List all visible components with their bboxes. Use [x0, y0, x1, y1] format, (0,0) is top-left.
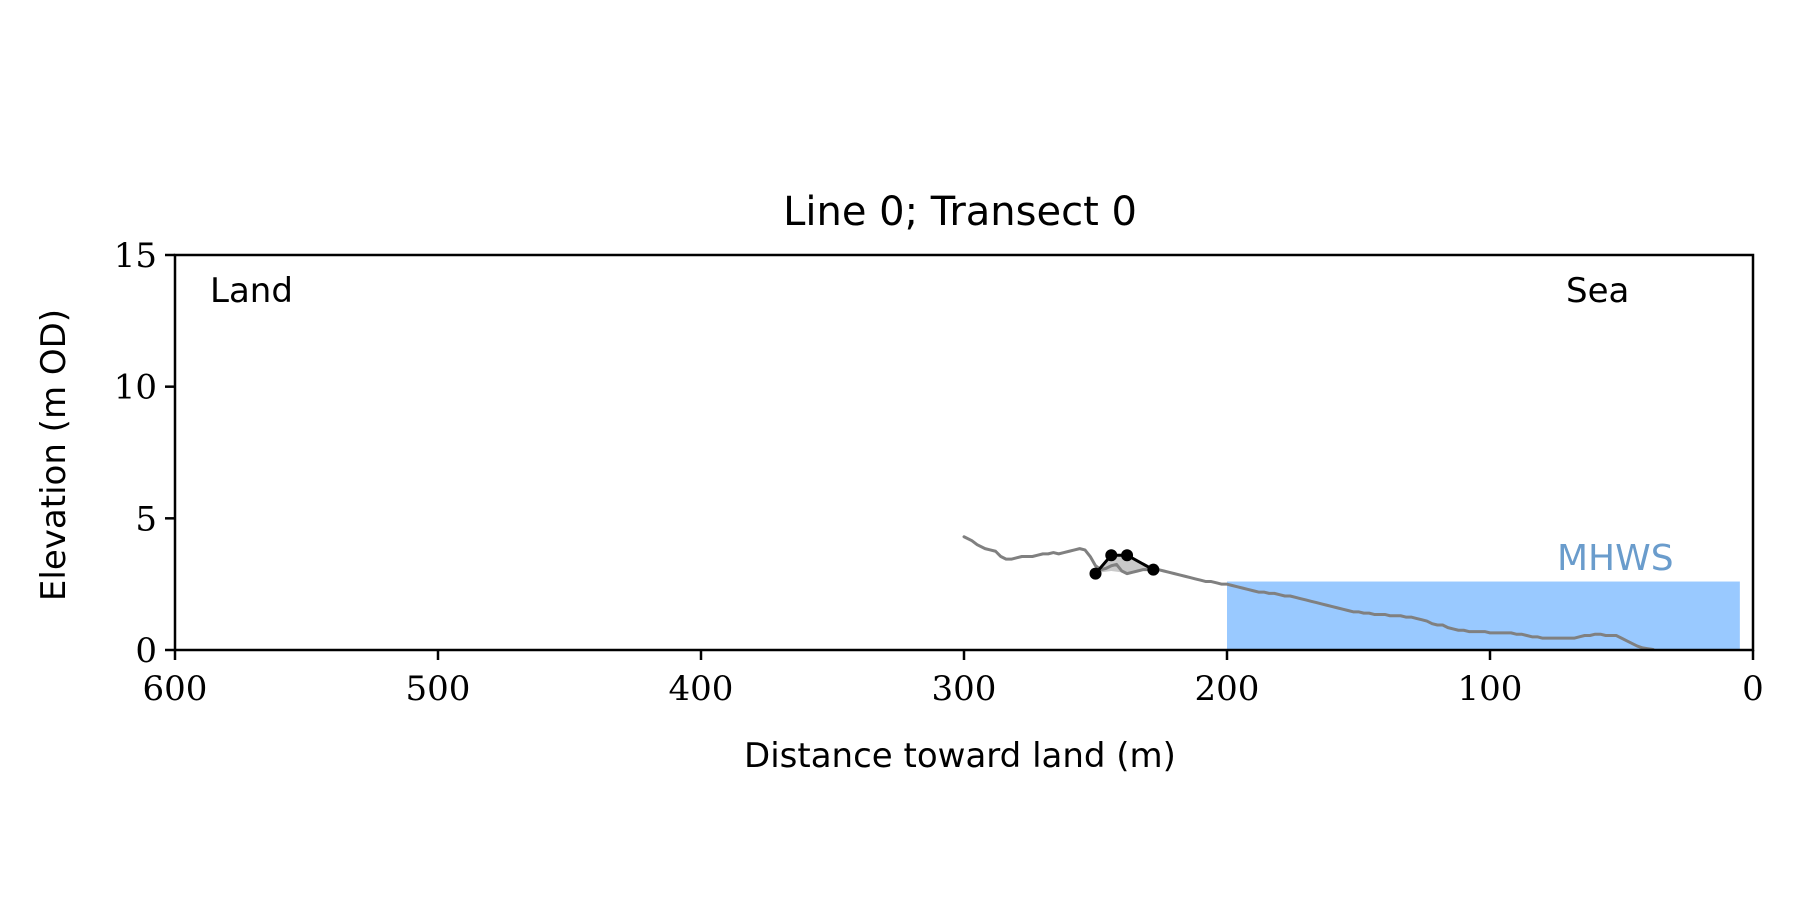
x-tick-label-400: 400: [669, 669, 734, 709]
x-tick-label-600: 600: [143, 669, 208, 709]
x-tick-label-100: 100: [1458, 669, 1523, 709]
dune-feature-point-1: [1105, 549, 1118, 562]
y-tick-label-15: 15: [114, 236, 157, 276]
x-tick-label-500: 500: [406, 669, 471, 709]
x-tick-label-0: 0: [1742, 669, 1764, 709]
x-axis-ticks: 600 500 400 300 200 100 0: [143, 650, 1764, 709]
mhws-water-fill: [1227, 581, 1740, 650]
sea-annotation: Sea: [1566, 271, 1629, 311]
chart-title: Line 0; Transect 0: [783, 189, 1137, 235]
y-axis-label: Elevation (m OD): [34, 309, 74, 601]
land-annotation: Land: [210, 271, 293, 311]
y-tick-label-0: 0: [135, 631, 157, 671]
plot-layer: [962, 535, 1740, 651]
dune-feature-point-2: [1121, 549, 1134, 562]
beach-profile-line: [962, 535, 1655, 651]
dune-feature-line: [1094, 553, 1155, 576]
x-tick-label-200: 200: [1195, 669, 1260, 709]
y-axis-ticks: 0 5 10 15: [114, 236, 175, 671]
x-tick-label-300: 300: [932, 669, 997, 709]
y-tick-label-5: 5: [135, 499, 157, 539]
y-tick-label-10: 10: [114, 368, 157, 408]
dune-feature-point-0: [1089, 567, 1102, 580]
mhws-annotation: MHWS: [1557, 538, 1674, 579]
dune-feature-point-3: [1147, 563, 1160, 576]
x-axis-label: Distance toward land (m): [744, 736, 1176, 776]
